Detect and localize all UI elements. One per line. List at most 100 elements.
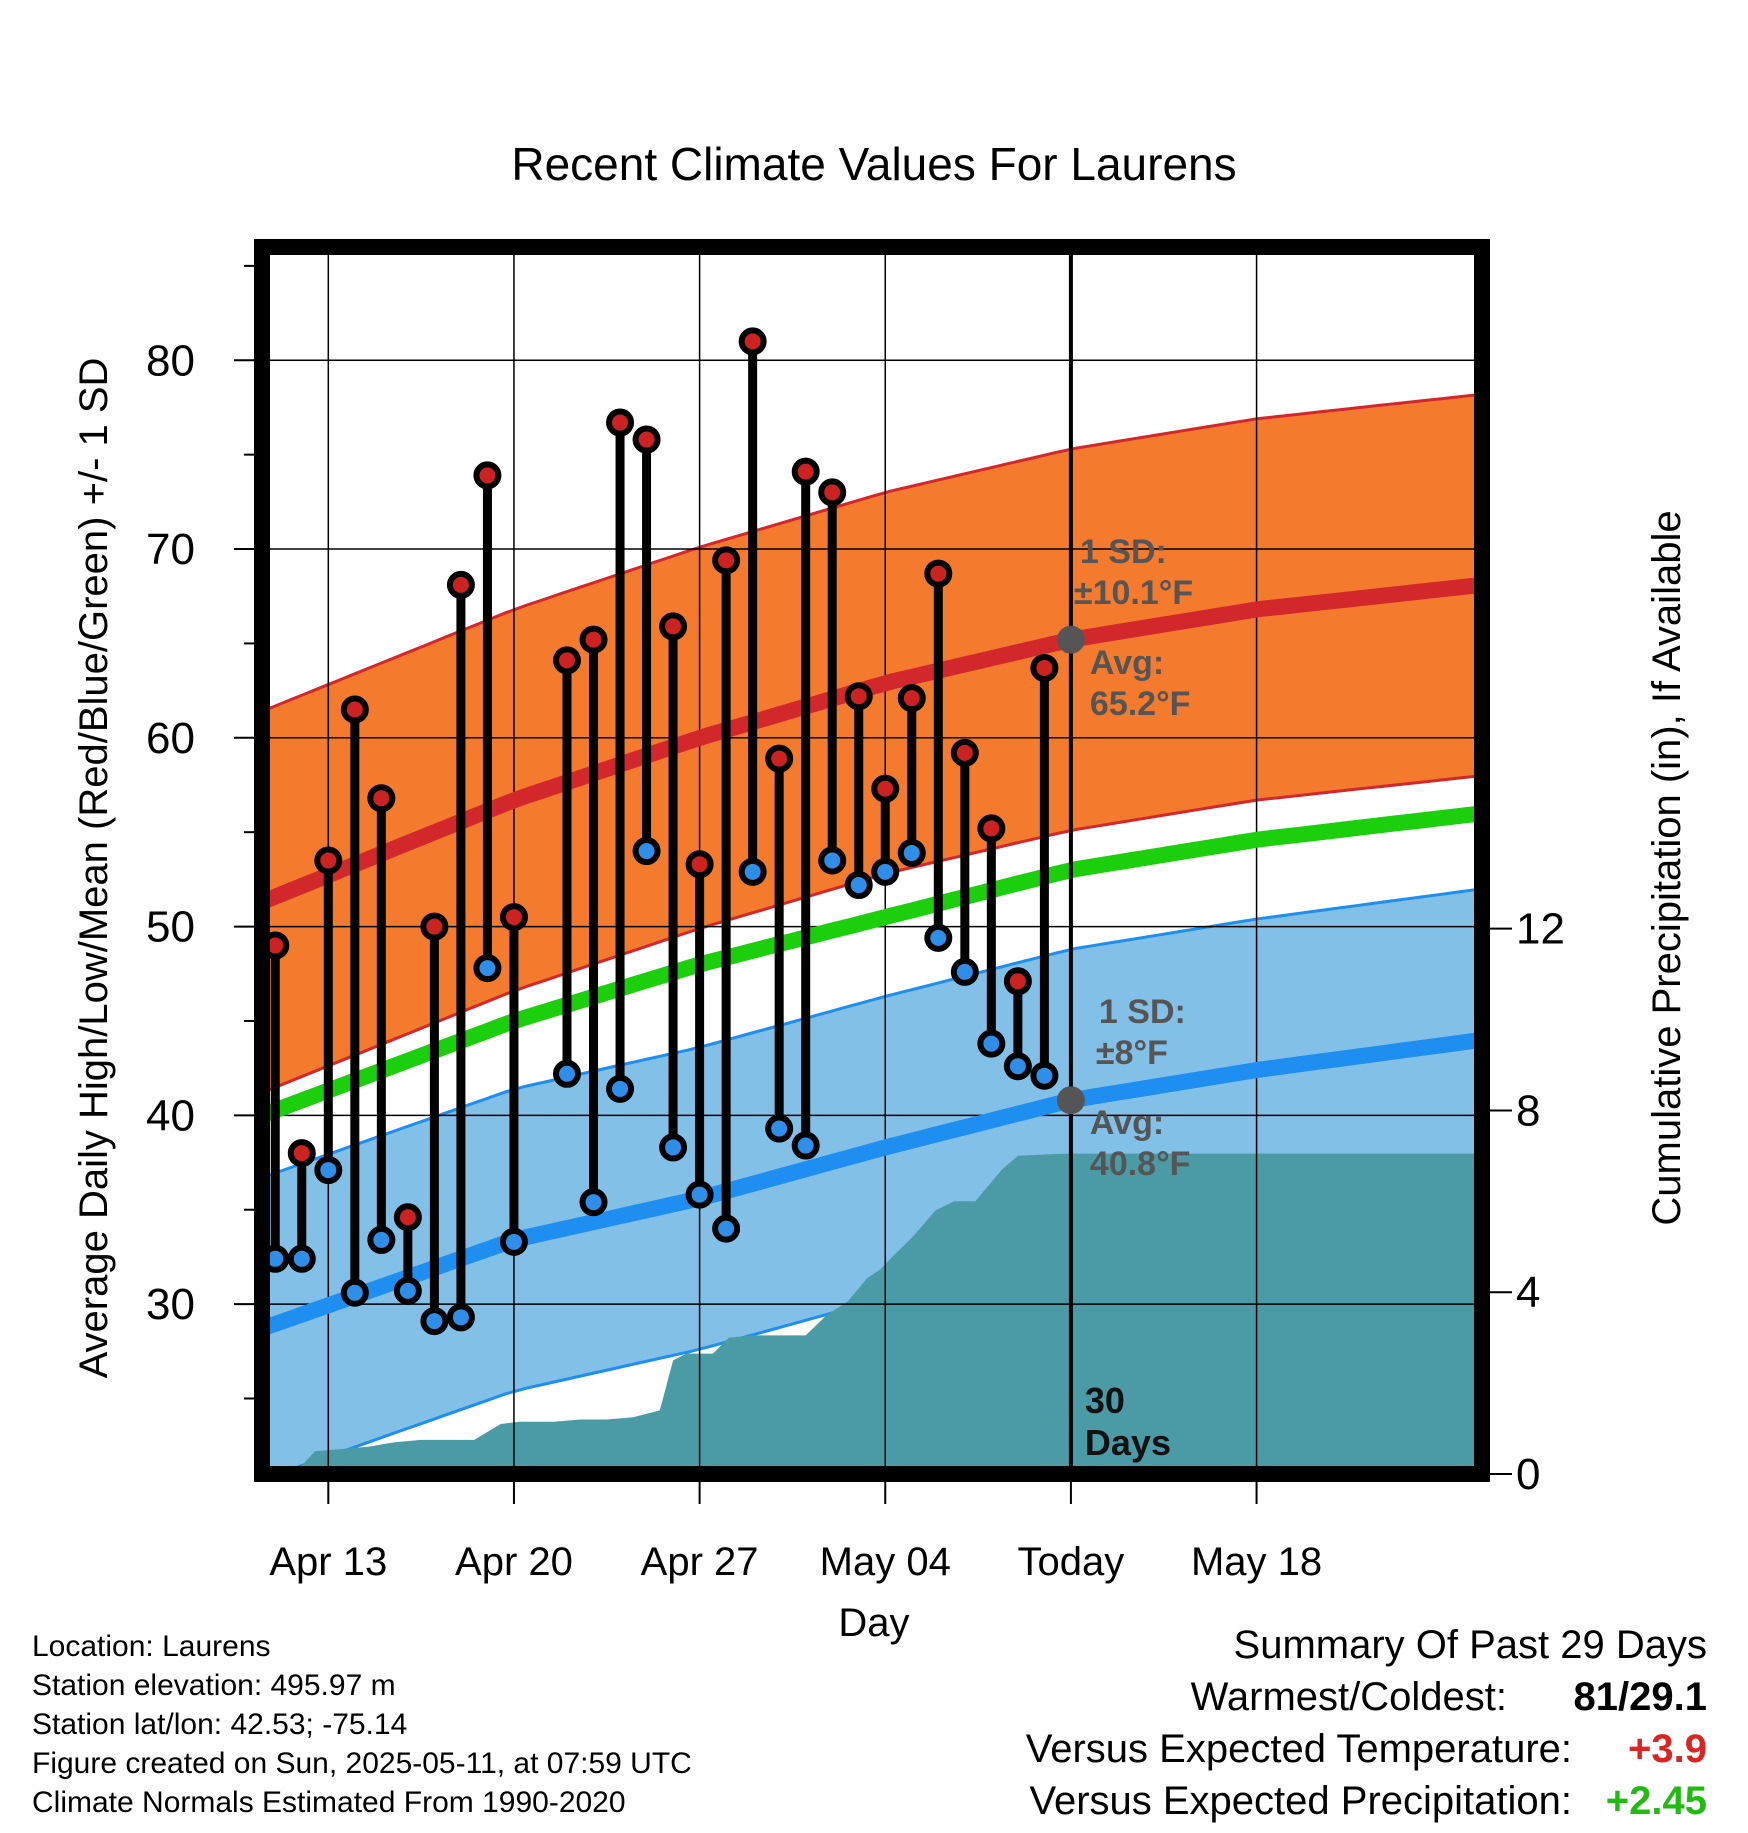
daily-high-point (791, 457, 820, 486)
temp-label: Versus Expected Temperature: (1025, 1727, 1572, 1771)
warm-cold-label: Warmest/Coldest: (1190, 1675, 1507, 1719)
high-sd-label: 1 SD: (1080, 533, 1167, 571)
warm-cold-value: 81/29.1 (1573, 1675, 1707, 1719)
x-axis-label: Day (838, 1601, 909, 1645)
daily-high-point (314, 846, 343, 875)
daily-low-point (818, 846, 847, 875)
daily-high-point (765, 744, 794, 773)
today-high-avg-dot (1056, 625, 1085, 654)
x-tick-label: Apr 13 (269, 1540, 387, 1584)
low-avg-value: 40.8°F (1090, 1145, 1191, 1183)
info-latlon: Station lat/lon: 42.53; -75.14 (32, 1708, 408, 1741)
daily-high-point (897, 684, 926, 713)
daily-low-point (1003, 1052, 1032, 1081)
daily-low-point (897, 838, 926, 867)
daily-high-point (712, 546, 741, 575)
daily-high-point (606, 408, 635, 437)
summary-precip: Versus Expected Precipitation: +2.45 (1026, 1781, 1707, 1833)
daily-high-point (632, 425, 661, 454)
y2-tick-label: 4 (1516, 1268, 1540, 1317)
today-low-avg-dot (1056, 1086, 1085, 1115)
daily-high-point (977, 814, 1006, 843)
y2-axis-label: Cumulative Precipitation (in), If Availa… (1645, 510, 1689, 1225)
daily-high-point (473, 461, 502, 490)
daily-low-point (685, 1180, 714, 1209)
daily-low-point (791, 1131, 820, 1160)
daily-low-point (924, 923, 953, 952)
summary-panel: Summary Of Past 29 Days Warmest/Coldest:… (1026, 1625, 1707, 1833)
daily-low-point (473, 954, 502, 983)
y-tick-label: 40 (146, 1091, 195, 1140)
low-avg-label: Avg: (1090, 1104, 1164, 1142)
high-avg-value: 65.2°F (1090, 685, 1191, 723)
daily-high-point (924, 559, 953, 588)
precip-area (262, 1153, 1482, 1474)
daily-high-point (1030, 653, 1059, 682)
y-tick-label: 70 (146, 525, 195, 574)
daily-high-point (685, 850, 714, 879)
daily-low-point (553, 1059, 581, 1088)
daily-low-point (499, 1227, 528, 1256)
daily-high-point (738, 327, 767, 356)
low-sd-band (262, 888, 1482, 1474)
daily-low-point (287, 1244, 316, 1273)
daily-low-point (632, 837, 661, 866)
temp-value: +3.9 (1628, 1727, 1707, 1771)
daily-low-point (420, 1307, 449, 1336)
info-created: Figure created on Sun, 2025-05-11, at 07… (32, 1747, 692, 1780)
daily-low-point (871, 857, 900, 886)
station-info: Location: Laurens Station elevation: 495… (32, 1632, 692, 1827)
chart-title: Recent Climate Values For Laurens (511, 138, 1236, 190)
low-sd-label: 1 SD: (1099, 993, 1186, 1031)
daily-low-point (393, 1276, 422, 1305)
daily-high-point (553, 646, 581, 675)
daily-low-point (977, 1029, 1006, 1058)
daily-low-point (659, 1133, 688, 1162)
plot-frame (254, 239, 1490, 1482)
x-tick-label: May 18 (1191, 1540, 1322, 1584)
daily-low-point (579, 1188, 608, 1217)
daily-low-point (367, 1225, 396, 1254)
daily-high-point (579, 625, 608, 654)
daily-high-point (393, 1203, 422, 1232)
daily-high-point (871, 774, 900, 803)
daily-high-point (844, 682, 873, 711)
daily-low-point (765, 1114, 794, 1143)
summary-warm-cold: Warmest/Coldest: 81/29.1 (1026, 1677, 1707, 1729)
x-tick-label: Apr 20 (455, 1540, 573, 1584)
daily-high-point (446, 570, 475, 599)
daily-high-point (420, 912, 449, 941)
low-sd-value: ±8°F (1096, 1034, 1168, 1072)
info-location: Location: Laurens (32, 1630, 271, 1663)
daily-high-point (367, 784, 396, 813)
x-tick-label: Today (1018, 1540, 1125, 1584)
daily-low-point (950, 957, 979, 986)
daily-low-point (712, 1214, 741, 1243)
daily-low-point (606, 1074, 635, 1103)
y2-tick-label: 8 (1516, 1086, 1540, 1135)
y-tick-label: 30 (146, 1280, 195, 1329)
high-avg-label: Avg: (1090, 644, 1164, 682)
info-elevation: Station elevation: 495.97 m (32, 1669, 396, 1702)
daily-high-point (659, 612, 688, 641)
daily-high-point (499, 903, 528, 932)
precip-value: +2.45 (1605, 1779, 1707, 1823)
daily-high-point (340, 695, 369, 724)
y2-tick-label: 12 (1516, 905, 1565, 954)
y-tick-label: 50 (146, 903, 195, 952)
y-axis-label: Average Daily High/Low/Mean (Red/Blue/Gr… (72, 358, 116, 1379)
days-count: 30 (1085, 1380, 1125, 1421)
daily-low-point (340, 1278, 369, 1307)
y-tick-label: 60 (146, 714, 195, 763)
daily-low-point (446, 1303, 475, 1332)
daily-low-point (738, 857, 767, 886)
x-tick-label: Apr 27 (641, 1540, 759, 1584)
high-sd-value: ±10.1°F (1074, 574, 1193, 612)
daily-low-point (844, 871, 873, 900)
daily-high-point (818, 478, 847, 507)
summary-heading: Summary Of Past 29 Days (1233, 1623, 1707, 1667)
info-normals: Climate Normals Estimated From 1990-2020 (32, 1786, 626, 1819)
y2-tick-label: 0 (1516, 1450, 1540, 1499)
